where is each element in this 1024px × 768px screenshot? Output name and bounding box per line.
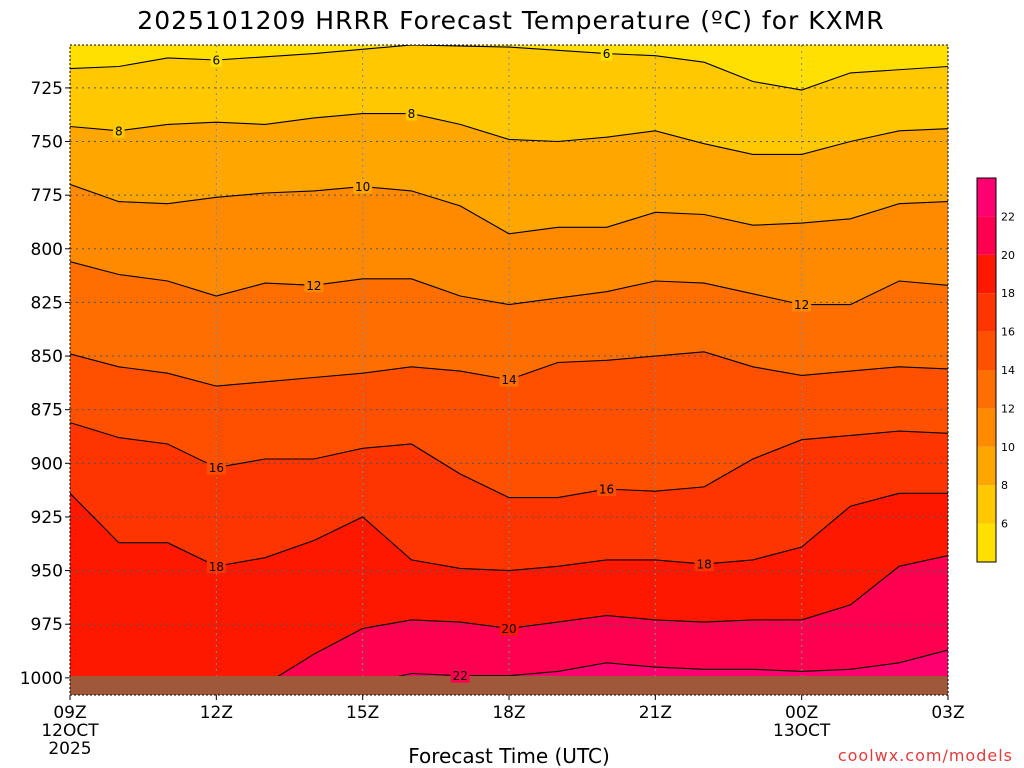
contour-label-bg [792,297,812,312]
contour-label-bg [499,621,519,636]
contour-label-14: 14 [501,373,516,387]
x-tick-label-24-1: 13OCT [773,721,831,741]
colorbar-label-22: 22 [1001,210,1015,223]
contour-label-bg [405,106,418,121]
y-tick-label-750: 750 [31,133,63,153]
contour-label-bg [210,53,223,68]
contour-line-20 [264,555,948,685]
x-tick-label-27-0: 03Z [931,703,964,723]
contour-label-20: 20 [501,622,516,636]
x-tick-label-24-0: 00Z [785,703,818,723]
ground-layer [70,676,948,695]
y-tick-label-950: 950 [31,562,63,582]
colorbar: 6 8 10 12 14 16 18 20 22 [976,177,1015,563]
contour-label-bg [113,123,125,138]
y-tick-label-725: 725 [31,79,63,99]
colorbar-label-18: 18 [1001,287,1015,300]
x-tick-label-9-0: 09Z [53,703,86,723]
x-tick-label-12-0: 12Z [200,703,233,723]
contour-label-18: 18 [209,560,224,574]
contour-label-bg [597,482,617,497]
colorbar-frame [976,177,997,563]
colorbar-swatch-8 [977,446,996,486]
colorbar-swatch-22 [977,178,996,217]
y-tick-label-1000: 1000 [20,669,63,689]
colorbar-label-8: 8 [1001,479,1008,492]
colorbar-swatch-18 [977,254,996,294]
contour-line-6 [70,45,948,91]
x-axis-label: Forecast Time (UTC) [408,744,610,768]
colorbar-label-16: 16 [1001,326,1015,339]
x-tick-label-9-2: 2025 [48,739,91,759]
x-tick-label-21-0: 21Z [639,703,672,723]
chart-title: 2025101209 HRRR Forecast Temperature (ºC… [137,6,884,35]
contour-label-22: 22 [453,669,468,683]
contour-label-12: 12 [306,279,321,293]
y-tick-label-775: 775 [31,186,63,206]
ground-surface [70,676,948,695]
colorbar-swatch-6 [977,485,996,524]
contour-label-10: 10 [355,180,370,194]
x-tick-label-9-1: 12OCT [41,721,99,741]
contour-label-bg [499,372,519,387]
contour-label-8: 8 [408,107,416,121]
y-tick-label-800: 800 [31,240,63,260]
colorbar-swatch-10 [977,408,996,447]
x-tick-label-18-0: 18Z [492,703,525,723]
grid-lines [70,45,948,695]
plot-area [70,45,948,695]
contour-label-6: 6 [603,47,611,61]
y-tick-label-825: 825 [31,293,63,313]
contour-label-12: 12 [794,298,809,312]
y-tick-label-900: 900 [31,454,63,474]
credit-text: coolwx.com/models [838,746,1013,765]
contour-label-bg [694,557,714,572]
contour-label-16: 16 [209,461,224,475]
temperature-fill [70,45,948,695]
colorbar-swatch-20 [977,216,996,255]
colorbar-swatch-12 [977,370,996,409]
colorbar-label-6: 6 [1001,518,1008,531]
contour-line-8 [70,113,948,155]
colorbar-label-10: 10 [1001,441,1015,454]
contour-label-8: 8 [115,124,123,138]
contour-label-bg [304,278,324,293]
x-tick-label-15-0: 15Z [346,703,379,723]
y-axis: 725 750 775 800 825 850 875 900 925 950 975 1000 [20,79,70,689]
colorbar-swatch-14 [977,331,996,370]
contour-line-10 [70,183,948,235]
contour-label-16: 16 [599,483,614,497]
contour-label-18: 18 [696,558,711,572]
y-tick-label-975: 975 [31,615,63,635]
fill-band-20 [265,555,948,695]
colorbar-label-14: 14 [1001,364,1015,377]
y-tick-label-875: 875 [31,401,63,421]
y-tick-label-850: 850 [31,347,63,367]
colorbar-label-12: 12 [1001,402,1015,415]
colorbar-swatch-16 [977,293,996,332]
contour-label-bg [353,179,373,194]
contour-label-bg [600,46,613,61]
colorbar-label-20: 20 [1001,249,1015,262]
contour-label-bg [206,559,226,574]
contour-label-bg [450,668,470,683]
y-tick-label-925: 925 [31,508,63,528]
contour-label-6: 6 [213,54,221,68]
contour-labels: 6 6 8 8 10 12 12 14 16 16 18 18 20 22 [113,46,812,683]
contour-label-bg [206,460,226,475]
colorbar-swatch-4 [977,523,996,562]
